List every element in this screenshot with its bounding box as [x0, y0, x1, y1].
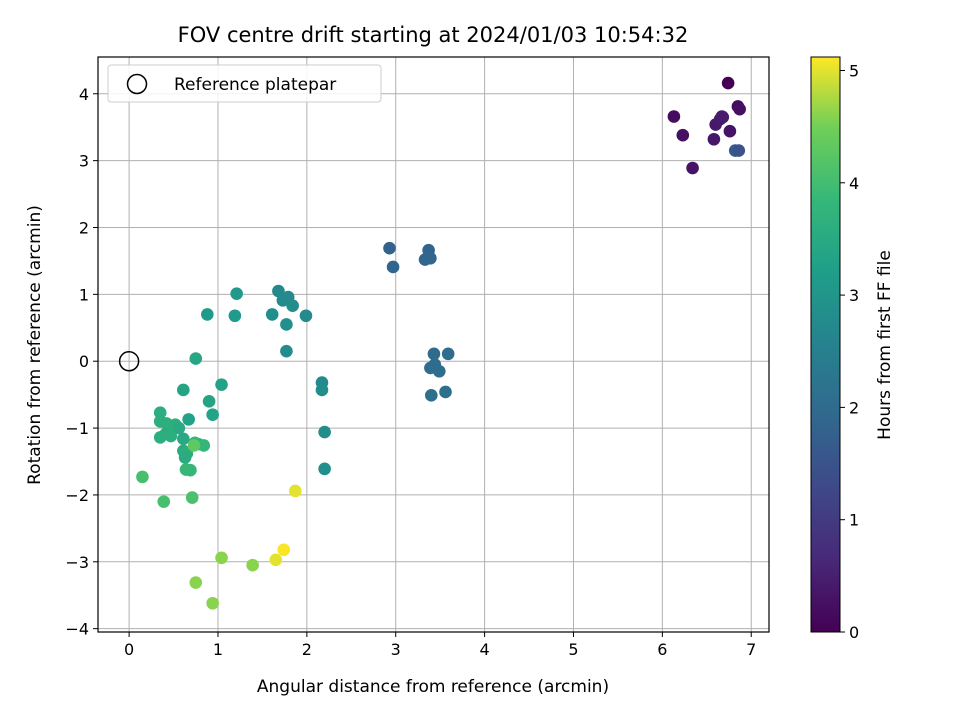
data-point — [215, 551, 228, 565]
data-point — [230, 287, 243, 300]
colorbar-tick-label: 2 — [849, 398, 859, 417]
data-point — [716, 110, 730, 124]
chart-title: FOV centre drift starting at 2024/01/03 … — [178, 23, 689, 47]
data-point — [315, 383, 329, 397]
data-point — [721, 76, 735, 90]
data-point — [215, 378, 228, 391]
data-point — [676, 128, 690, 142]
data-point — [424, 389, 438, 402]
data-point — [269, 553, 283, 567]
data-point — [197, 439, 211, 452]
data-point — [189, 352, 203, 365]
data-point — [439, 385, 452, 399]
data-point — [686, 161, 699, 175]
x-tick-label: 6 — [657, 640, 667, 659]
y-tick-label: 4 — [79, 85, 89, 104]
x-tick-label: 0 — [124, 640, 134, 659]
colorbar-tick-label: 1 — [849, 511, 859, 530]
data-point — [187, 439, 201, 452]
colorbar-tick-label: 0 — [849, 623, 859, 642]
x-tick-label: 5 — [568, 640, 578, 659]
data-point — [318, 425, 331, 439]
y-tick-label: −1 — [65, 419, 89, 438]
data-point — [153, 431, 167, 444]
reference-marker-group — [118, 350, 140, 372]
data-point — [136, 470, 149, 484]
y-tick-label: 3 — [79, 152, 89, 171]
data-point — [164, 429, 178, 443]
data-point — [157, 495, 171, 508]
colorbar-tick-label: 3 — [849, 286, 859, 305]
data-point — [441, 347, 455, 361]
y-tick-label: 2 — [79, 218, 89, 237]
data-point — [432, 364, 446, 378]
data-point — [153, 406, 167, 419]
data-point — [265, 308, 279, 321]
colorbar-ticks: 0 1 2 3 4 5 — [840, 61, 859, 642]
data-point — [386, 260, 400, 274]
data-point — [172, 421, 186, 435]
data-point — [184, 463, 197, 477]
x-tick-label: 4 — [480, 640, 490, 659]
data-point — [189, 576, 203, 589]
data-point — [383, 241, 396, 255]
legend-entry-reference-platepar: Reference platepar — [174, 75, 336, 95]
data-point — [318, 462, 331, 476]
data-point — [424, 251, 437, 265]
data-points — [136, 76, 746, 610]
data-point — [280, 318, 293, 331]
plot-frame — [97, 56, 770, 633]
y-tick-label: 0 — [79, 352, 89, 371]
colorbar-tick-label: 5 — [849, 61, 859, 80]
data-point — [246, 558, 259, 572]
y-tick-label: 1 — [79, 285, 89, 304]
data-point — [228, 309, 242, 323]
colorbar — [810, 56, 841, 633]
legend-box — [107, 64, 382, 103]
data-point — [723, 124, 737, 138]
y-tick-label: −2 — [65, 486, 89, 505]
x-tick-label: 3 — [391, 640, 401, 659]
x-tick-label: 2 — [302, 640, 312, 659]
x-tick-label: 7 — [746, 640, 756, 659]
legend: Reference platepar — [107, 64, 382, 103]
y-tick-label: −4 — [65, 620, 89, 639]
data-point — [185, 491, 199, 504]
data-point — [707, 132, 721, 146]
data-point — [280, 344, 293, 358]
data-point — [177, 432, 190, 446]
data-point — [427, 347, 441, 361]
legend-reference-marker — [126, 73, 148, 95]
reference-platepar-marker — [118, 350, 140, 372]
y-axis-ticks: −4 −3 −2 −1 0 1 2 3 4 — [65, 85, 98, 639]
data-point — [206, 408, 219, 422]
x-axis-label: Angular distance from reference (arcmin) — [257, 677, 609, 697]
x-axis-ticks: 0 1 2 3 4 5 6 7 — [124, 632, 756, 659]
data-point — [182, 413, 195, 426]
colorbar-label: Hours from first FF file — [875, 250, 895, 440]
data-point — [202, 395, 216, 408]
data-point — [732, 144, 746, 157]
data-point — [177, 383, 190, 397]
data-point — [201, 308, 214, 321]
data-point — [277, 543, 291, 557]
data-point — [289, 484, 302, 498]
data-point — [206, 596, 219, 610]
y-tick-label: −3 — [65, 553, 89, 572]
data-point — [733, 102, 746, 116]
data-point — [299, 309, 313, 323]
y-axis-label: Rotation from reference (arcmin) — [25, 205, 45, 485]
data-point — [178, 451, 192, 464]
data-point — [272, 284, 285, 298]
data-point — [667, 110, 681, 123]
grid-lines — [98, 57, 769, 632]
colorbar-tick-label: 4 — [849, 174, 859, 193]
x-tick-label: 1 — [213, 640, 223, 659]
data-point — [286, 299, 299, 313]
